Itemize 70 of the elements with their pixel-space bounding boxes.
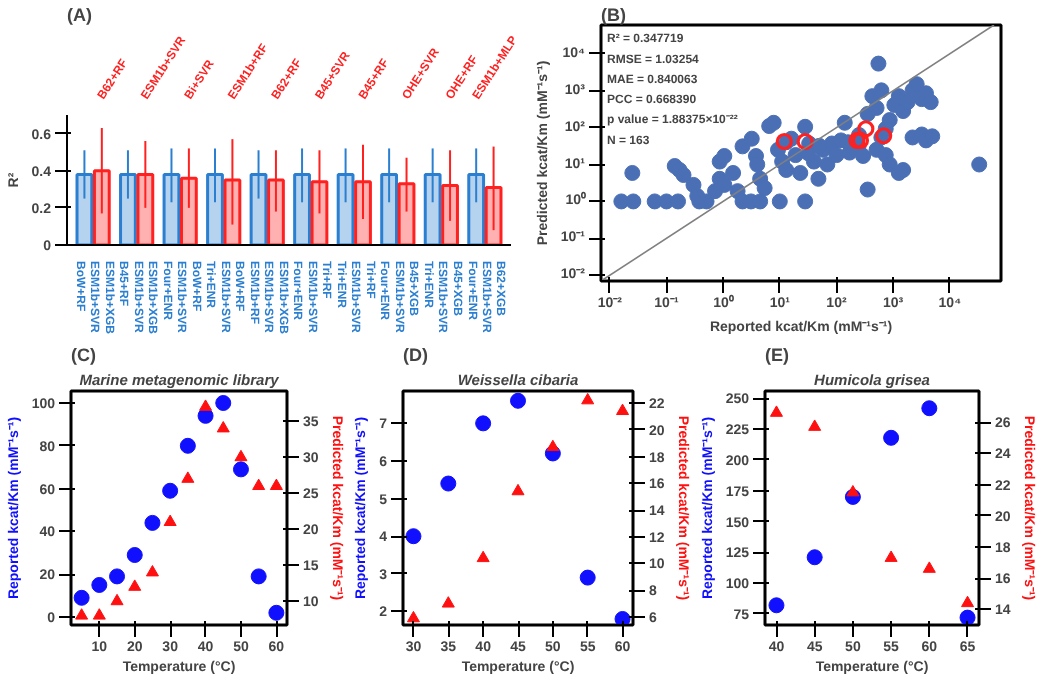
bar (380, 172, 399, 245)
bar (179, 176, 198, 245)
point (511, 483, 525, 496)
bar (467, 172, 486, 245)
point (581, 392, 595, 405)
bar (206, 172, 224, 245)
point (405, 528, 422, 545)
point (546, 439, 560, 452)
point (128, 579, 142, 591)
point (92, 608, 106, 620)
text: (E) (765, 345, 789, 365)
bar (136, 172, 155, 245)
point (216, 421, 230, 433)
point (91, 576, 108, 593)
point (181, 471, 195, 483)
point (579, 569, 596, 586)
point (109, 568, 126, 585)
point (199, 399, 213, 411)
bar (423, 172, 442, 245)
text: (A) (67, 5, 92, 25)
point (268, 604, 285, 621)
bar (162, 172, 181, 245)
point (145, 565, 159, 577)
point (808, 419, 822, 431)
point (234, 449, 248, 462)
point (252, 478, 266, 490)
bar (119, 172, 137, 245)
bar (92, 169, 111, 245)
point (215, 395, 232, 411)
bar (75, 172, 94, 245)
point (475, 415, 492, 432)
point (961, 595, 975, 608)
point (163, 514, 177, 526)
point (269, 478, 283, 490)
bar (249, 172, 268, 245)
point (73, 589, 90, 606)
point (510, 392, 526, 409)
point (959, 609, 976, 625)
bar (354, 180, 372, 245)
bar (441, 184, 459, 245)
bar (267, 178, 285, 245)
text: (C) (71, 345, 96, 365)
point (250, 568, 267, 585)
point (796, 132, 814, 151)
point (616, 403, 630, 416)
point (922, 561, 936, 573)
point (769, 405, 783, 417)
point (126, 547, 143, 563)
bar (336, 172, 355, 245)
point (768, 597, 785, 614)
point (884, 550, 898, 562)
text: (D) (403, 345, 428, 365)
point (441, 596, 455, 608)
point (440, 475, 457, 492)
point (806, 549, 823, 566)
bar (293, 172, 311, 245)
point (75, 608, 89, 620)
point (110, 593, 124, 606)
point (406, 610, 420, 623)
point (883, 429, 900, 446)
annotation: (B) (601, 5, 626, 25)
point (179, 437, 196, 454)
point (476, 550, 490, 563)
point (232, 461, 249, 478)
point (162, 482, 179, 499)
point (846, 484, 860, 497)
point (614, 611, 631, 625)
point (921, 400, 938, 417)
point (857, 120, 875, 138)
point (144, 514, 161, 531)
